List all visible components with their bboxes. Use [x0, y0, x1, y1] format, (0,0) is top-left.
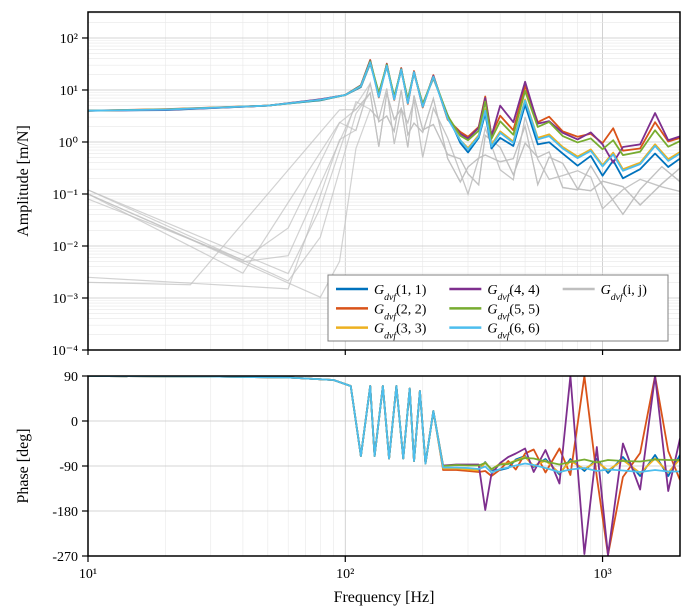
xtick-1000: 10³: [593, 567, 611, 582]
ph-ytick-90: 90: [64, 370, 78, 385]
mag-ylabel: Amplitude [m/N]: [15, 125, 32, 237]
bode-plot: 10¹ 10² 10³ Frequency [Hz] 10⁻⁴ 10⁻³ 10⁻² 10⁻¹ 1…: [0, 0, 700, 611]
mag-ytick-2: 10⁻²: [52, 240, 78, 255]
phase-ylabel: Phase [deg]: [15, 428, 32, 503]
phase-series-group: [88, 376, 680, 555]
mag-ytick-4: 10⁰: [58, 136, 78, 151]
offdiag-mag-1: [88, 93, 680, 285]
legend: Gdvf(1, 1)Gdvf(2, 2)Gdvf(3, 3)Gdvf(4, 4)…: [328, 275, 668, 341]
ph-ytick-0: 0: [71, 415, 78, 430]
ph-ytick--270: -270: [52, 550, 78, 565]
offdiag-mag-4: [88, 93, 680, 281]
ph-ytick--180: -180: [52, 505, 78, 520]
mag-ytick-5: 10¹: [60, 84, 78, 99]
diag-mag-g11: [88, 64, 680, 179]
xlabel: Frequency [Hz]: [334, 589, 435, 606]
xtick-100: 10²: [336, 567, 354, 582]
mag-ytick-6: 10²: [60, 32, 78, 47]
mag-ytick-1: 10⁻³: [52, 292, 78, 307]
offdiag-mag-2: [88, 88, 680, 297]
mag-ytick-3: 10⁻¹: [52, 188, 78, 203]
mag-ytick-0: 10⁻⁴: [52, 344, 78, 359]
xtick-10: 10¹: [79, 567, 97, 582]
diag-mag-g66: [88, 62, 680, 170]
ph-ytick--90: -90: [59, 460, 78, 475]
